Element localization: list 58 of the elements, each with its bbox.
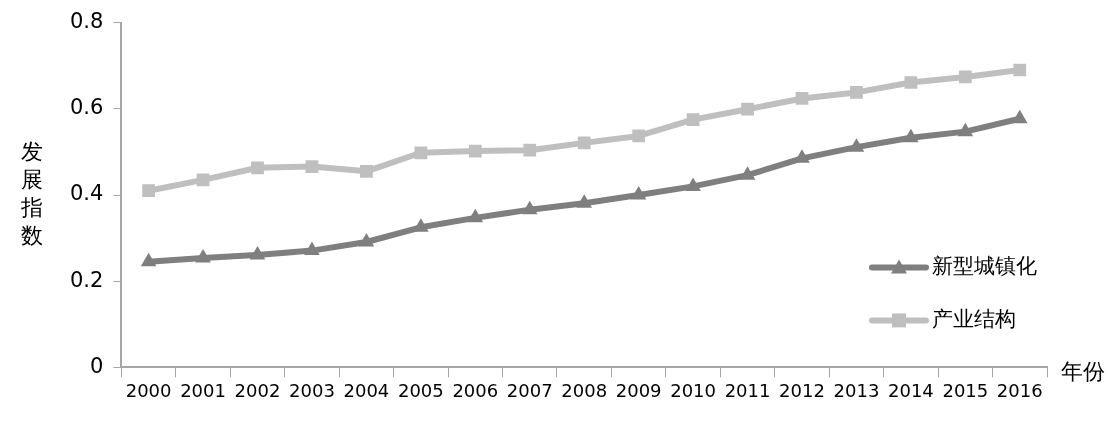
x-tick-label: 2016	[996, 379, 1043, 401]
y-tick-label: 0.8	[69, 9, 104, 34]
x-tick-label: 2012	[779, 379, 825, 401]
point	[142, 184, 155, 198]
x-tick-label: 2009	[615, 379, 662, 401]
point	[576, 194, 592, 208]
x-tick-label: 2002	[234, 379, 281, 401]
point	[360, 164, 373, 178]
point	[467, 208, 484, 223]
point	[741, 102, 754, 116]
x-tick-label: 2013	[833, 379, 880, 401]
y-tick-label: 0.6	[69, 95, 104, 120]
point	[686, 113, 700, 126]
point	[958, 70, 972, 84]
y-axis-title: 发展指数	[20, 138, 43, 248]
y-tick-label: 0	[90, 353, 104, 378]
point	[251, 161, 264, 175]
point	[795, 92, 809, 105]
x-tick-label: 2001	[180, 379, 226, 401]
point	[414, 146, 428, 160]
legend-label: 新型城镇化	[932, 253, 1037, 278]
point	[903, 128, 919, 143]
point	[630, 186, 647, 200]
x-tick-label: 2008	[561, 379, 608, 401]
point	[358, 232, 375, 247]
point	[523, 143, 537, 157]
point	[957, 122, 974, 137]
point	[304, 241, 320, 256]
x-tick-label: 2010	[670, 379, 716, 401]
point	[577, 136, 591, 150]
point	[413, 218, 429, 232]
x-tick-label: 2003	[289, 379, 335, 401]
x-axis-title: 年份	[1061, 359, 1105, 385]
point	[685, 177, 701, 191]
x-tick-label: 2015	[942, 379, 989, 401]
x-tick-label: 2011	[724, 379, 771, 401]
y-tick-label: 0.4	[69, 181, 104, 206]
point	[632, 129, 646, 143]
legend-label: 产业结构	[932, 306, 1016, 331]
point	[850, 86, 863, 99]
x-tick-label: 2007	[506, 379, 553, 401]
x-tick-label: 2000	[125, 379, 172, 401]
point	[739, 166, 756, 180]
point	[305, 160, 319, 173]
x-tick-label: 2006	[452, 379, 499, 401]
point	[904, 76, 918, 89]
point	[521, 200, 538, 215]
x-tick-label: 2014	[887, 379, 934, 401]
x-tick-label: 2005	[397, 379, 444, 401]
point	[140, 252, 157, 267]
point	[195, 248, 211, 263]
y-tick-label: 0.2	[69, 267, 104, 292]
point	[1013, 63, 1027, 77]
point	[1011, 109, 1028, 124]
point	[249, 245, 266, 260]
x-tick-label: 2004	[343, 379, 390, 401]
point	[848, 138, 865, 152]
point	[468, 144, 482, 158]
